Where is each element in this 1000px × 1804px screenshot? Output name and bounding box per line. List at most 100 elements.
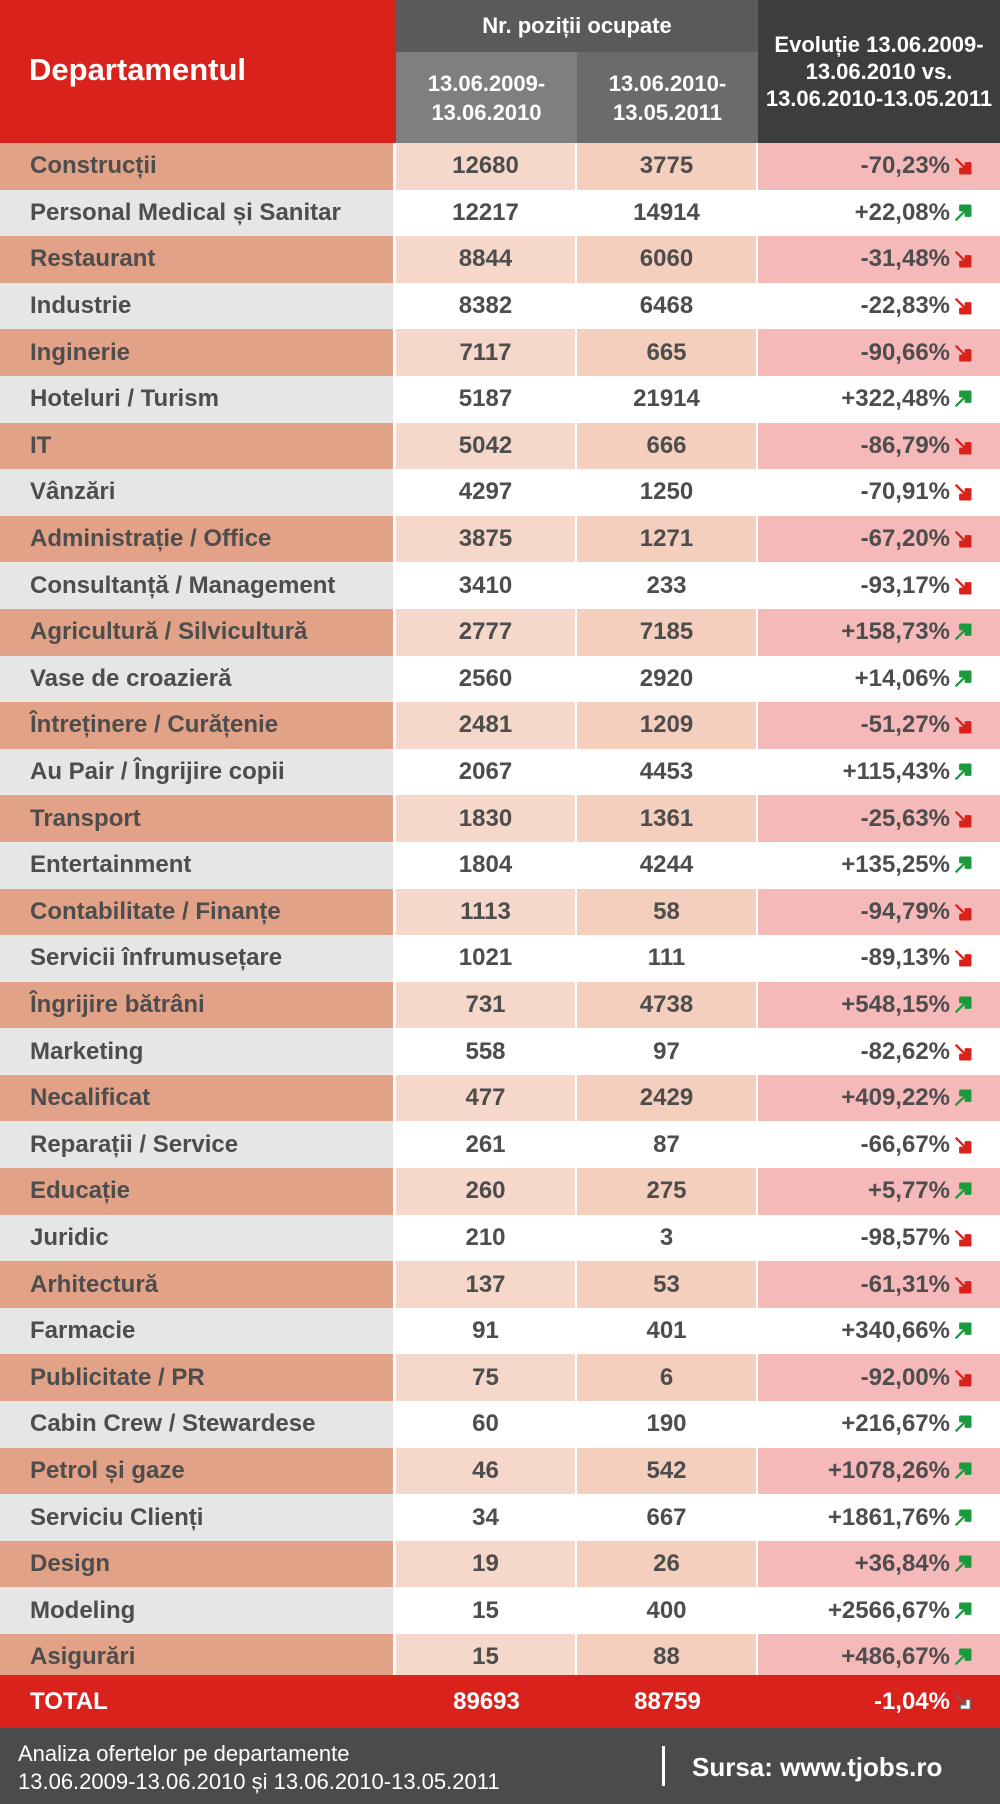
header-period-2-line2: 13.05.2011: [613, 99, 722, 125]
value-period-1: 2067: [396, 748, 577, 796]
value-period-1: 4297: [396, 469, 577, 516]
value-period-1: 731: [396, 981, 577, 1029]
evolution-value: -31,48%: [860, 245, 950, 273]
evolution-value: +14,06%: [854, 664, 950, 692]
arrow-up-icon: [954, 670, 972, 687]
arrow-down-icon: [954, 1369, 972, 1387]
value-period-2: 1271: [577, 515, 758, 563]
value-period-1: 477: [396, 1074, 577, 1122]
arrow-up-icon: [954, 1415, 972, 1433]
table-row: Restaurant 8844 6060 -31,48%: [0, 236, 1000, 283]
department-name: Design: [0, 1540, 396, 1588]
table-row: Design 19 26 +36,84%: [0, 1540, 1000, 1588]
evolution-cell: +115,43%: [758, 748, 1000, 796]
evolution-cell: -31,48%: [758, 236, 1000, 283]
evolution-cell: -25,63%: [758, 795, 1000, 842]
table-row: Întreținere / Curățenie 2481 1209 -51,27%: [0, 702, 1000, 749]
evolution-cell: +322,48%: [758, 375, 1000, 423]
department-name: IT: [0, 422, 396, 470]
arrow-down-icon: [954, 903, 972, 921]
evolution-value: -51,27%: [860, 711, 950, 739]
arrow-up-icon: [954, 1648, 972, 1666]
department-name: Administrație / Office: [0, 515, 396, 563]
table-row: Inginerie 7117 665 -90,66%: [0, 329, 1000, 376]
evolution-cell: +1078,26%: [758, 1447, 1000, 1495]
value-period-1: 15: [396, 1634, 577, 1681]
value-period-1: 558: [396, 1028, 577, 1075]
value-period-1: 5042: [396, 422, 577, 470]
value-period-2: 2920: [577, 655, 758, 703]
evolution-value: +135,25%: [841, 851, 950, 879]
evolution-cell: +548,15%: [758, 981, 1000, 1029]
table-row: Consultanță / Management 3410 233 -93,17%: [0, 562, 1000, 609]
evolution-value: -98,57%: [860, 1223, 950, 1251]
value-period-2: 667: [577, 1494, 758, 1541]
table-row: Petrol și gaze 46 542 +1078,26%: [0, 1447, 1000, 1495]
arrow-down-icon: [954, 1136, 972, 1154]
evolution-value: +340,66%: [841, 1317, 950, 1345]
evolution-cell: +158,73%: [758, 608, 1000, 656]
department-name: Petrol și gaze: [0, 1447, 396, 1495]
footer: Analiza ofertelor pe departamente 13.06.…: [0, 1728, 1000, 1804]
arrow-down-icon: [954, 810, 972, 828]
department-name: Vânzări: [0, 469, 396, 516]
total-value-period-2: 88759: [634, 1687, 701, 1715]
evolution-cell: +22,08%: [758, 189, 1000, 237]
department-name: Transport: [0, 795, 396, 842]
table-row: Cabin Crew / Stewardese 60 190 +216,67%: [0, 1401, 1000, 1448]
table-row: Necalificat 477 2429 +409,22%: [0, 1074, 1000, 1122]
header-evolution-line3: 13.06.2010-13.05.2011: [765, 86, 993, 111]
table-row: Educație 260 275 +5,77%: [0, 1168, 1000, 1215]
evolution-cell: -94,79%: [758, 888, 1000, 936]
arrow-down-icon: [954, 1043, 972, 1061]
evolution-value: -86,79%: [860, 431, 950, 459]
value-period-2: 4738: [577, 981, 758, 1029]
evolution-value: +5,77%: [867, 1177, 950, 1205]
evolution-cell: +486,67%: [758, 1634, 1000, 1681]
value-period-1: 2777: [396, 608, 577, 656]
evolution-cell: +409,22%: [758, 1074, 1000, 1122]
department-name: Serviciu Clienți: [0, 1494, 396, 1541]
value-period-1: 12680: [396, 143, 577, 190]
department-name: Necalificat: [0, 1074, 396, 1122]
arrow-down-icon: [954, 577, 972, 595]
evolution-value: +409,22%: [841, 1084, 950, 1112]
department-name: Cabin Crew / Stewardese: [0, 1401, 396, 1448]
evolution-cell: -92,00%: [758, 1354, 1000, 1402]
arrow-down-icon: [954, 717, 972, 734]
evolution-value: +486,67%: [841, 1643, 950, 1671]
value-period-2: 1361: [577, 795, 758, 842]
department-name: Au Pair / Îngrijire copii: [0, 748, 396, 796]
evolution-value: -94,79%: [860, 897, 950, 925]
department-name: Arhitectură: [0, 1261, 396, 1308]
evolution-cell: +340,66%: [758, 1307, 1000, 1355]
arrow-down-icon: [954, 344, 972, 362]
arrow-down-icon: [954, 1229, 972, 1247]
department-name: Educație: [0, 1168, 396, 1215]
evolution-cell: -51,27%: [758, 702, 1000, 749]
value-period-2: 88: [577, 1634, 758, 1681]
evolution-cell: -86,79%: [758, 422, 1000, 470]
value-period-2: 3775: [577, 143, 758, 190]
value-period-2: 7185: [577, 608, 758, 656]
arrow-down-icon: [954, 1276, 972, 1294]
table-row: Serviciu Clienți 34 667 +1861,76%: [0, 1494, 1000, 1541]
header-period-2-line1: 13.06.2010-: [608, 70, 727, 96]
evolution-cell: +216,67%: [758, 1401, 1000, 1448]
arrow-up-icon: [954, 390, 972, 408]
arrow-up-icon: [954, 1089, 972, 1107]
evolution-value: +36,84%: [854, 1550, 950, 1578]
arrow-down-icon: [954, 297, 972, 315]
table-row: Transport 1830 1361 -25,63%: [0, 795, 1000, 842]
department-name: Industrie: [0, 282, 396, 330]
value-period-1: 261: [396, 1121, 577, 1169]
evolution-cell: -98,57%: [758, 1214, 1000, 1262]
header-department-label: Departamentul: [29, 52, 247, 87]
value-period-2: 14914: [577, 189, 758, 237]
value-period-1: 3410: [396, 562, 577, 609]
value-period-2: 6468: [577, 282, 758, 330]
table-row: Entertainment 1804 4244 +135,25%: [0, 841, 1000, 889]
value-period-1: 3875: [396, 515, 577, 563]
department-name: Restaurant: [0, 236, 396, 283]
value-period-1: 5187: [396, 375, 577, 423]
